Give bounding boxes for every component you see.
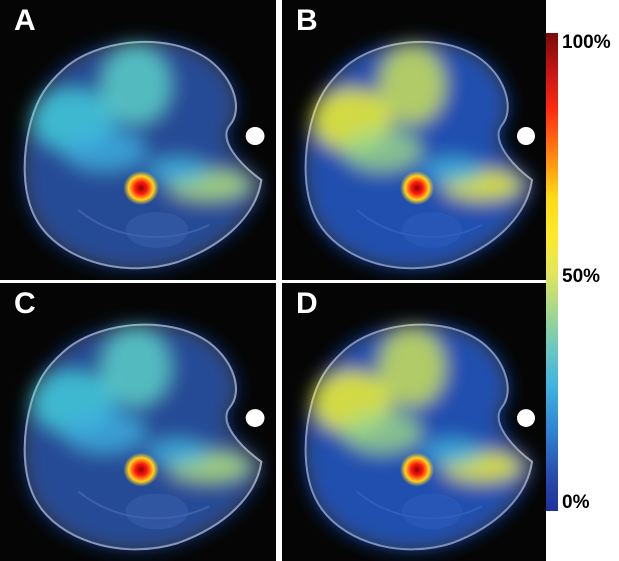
heatmap-image-b xyxy=(304,40,535,270)
panel-c: C xyxy=(0,283,276,561)
panel-a: A xyxy=(0,0,276,280)
colorbar-label-max: 100% xyxy=(562,32,611,53)
panel-label-d: D xyxy=(296,287,318,320)
colorbar-gradient xyxy=(546,33,558,511)
heatmap-image-a xyxy=(23,40,265,270)
panel-label-b: B xyxy=(296,4,318,37)
panel-label-a: A xyxy=(14,4,36,37)
heatmap-image-c xyxy=(23,323,265,551)
heatmap-image-d xyxy=(304,323,535,551)
panel-b: B xyxy=(282,0,546,280)
panel-d: D xyxy=(282,283,546,561)
colorbar-label-mid: 50% xyxy=(562,266,601,287)
colorbar-label-min: 0% xyxy=(562,492,590,513)
panel-label-c: C xyxy=(14,287,36,320)
colorbar: 100% 50% 0% xyxy=(546,0,619,561)
